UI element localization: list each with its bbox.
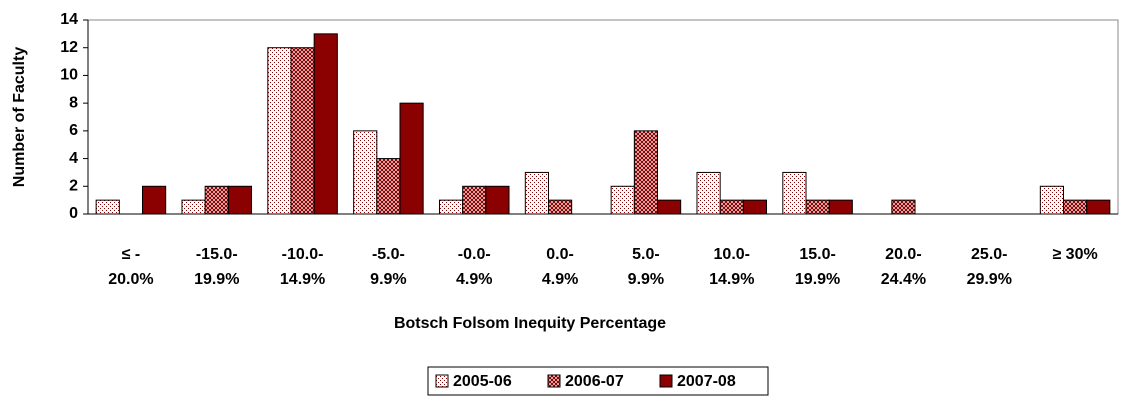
- bar: [547, 199, 573, 215]
- bar: [462, 185, 487, 215]
- bar: [399, 102, 424, 215]
- x-tick-label: 15.0-19.9%: [795, 246, 840, 288]
- bar: [805, 199, 830, 215]
- y-tick-label: 10: [60, 67, 78, 84]
- bar: [633, 130, 659, 215]
- x-tick-label: -0.0-4.9%: [456, 246, 492, 288]
- y-tick-label: 4: [69, 150, 78, 167]
- y-tick-label: 2: [69, 178, 78, 195]
- x-tick-label: -15.0-19.9%: [194, 246, 239, 288]
- legend-label: 2005-06: [453, 373, 512, 390]
- bar: [1039, 185, 1064, 215]
- x-tick-label: 10.0-14.9%: [709, 246, 754, 288]
- bar: [719, 199, 744, 215]
- bar: [1062, 199, 1088, 215]
- bar: [828, 199, 853, 215]
- legend-label: 2006-07: [565, 373, 624, 390]
- y-tick-label: 12: [60, 39, 78, 56]
- legend-box: [427, 366, 769, 396]
- x-tick-label: 25.0-29.9%: [967, 246, 1012, 288]
- legend-label: 2007-08: [677, 373, 736, 390]
- x-tick-label: -5.0-9.9%: [370, 246, 406, 288]
- x-tick-label: ≥ 30%: [1052, 246, 1097, 263]
- y-tick-label: 14: [60, 11, 78, 28]
- x-tick-label: 5.0-9.9%: [628, 246, 664, 288]
- y-axis-title: Number of Faculty: [11, 47, 28, 188]
- x-axis-title: Botsch Folsom Inequity Percentage: [394, 315, 666, 332]
- bar: [227, 185, 253, 215]
- bar: [657, 199, 682, 215]
- y-tick-label: 6: [69, 122, 78, 139]
- x-tick-label: -10.0-14.9%: [280, 246, 325, 288]
- bar: [891, 199, 916, 215]
- bar: [782, 171, 807, 215]
- legend-swatch: [659, 374, 673, 388]
- legend: 2005-06 2006-07 2007-08: [427, 366, 769, 396]
- x-tick-label: ≤ -20.0%: [108, 246, 153, 288]
- bar: [313, 33, 338, 215]
- x-tick-label: 0.0-4.9%: [542, 246, 578, 288]
- bar: [290, 47, 315, 215]
- legend-swatch: [435, 374, 449, 388]
- bar: [142, 185, 167, 215]
- bar: [1086, 199, 1111, 215]
- bar: [204, 185, 229, 215]
- bar: [524, 171, 549, 215]
- bar: [376, 158, 401, 215]
- bar: [353, 130, 378, 215]
- plot-area: [87, 19, 1119, 215]
- legend-swatch: [547, 374, 561, 388]
- bar: [438, 199, 464, 215]
- bar: [696, 171, 721, 215]
- bar: [95, 199, 120, 215]
- y-tick-label: 8: [69, 94, 78, 111]
- y-tick-label: 0: [69, 205, 78, 222]
- x-tick-label: 20.0-24.4%: [881, 246, 926, 288]
- bar: [742, 199, 768, 215]
- bar: [267, 47, 292, 215]
- bar: [181, 199, 206, 215]
- bar: [610, 185, 635, 215]
- bar: [485, 185, 510, 215]
